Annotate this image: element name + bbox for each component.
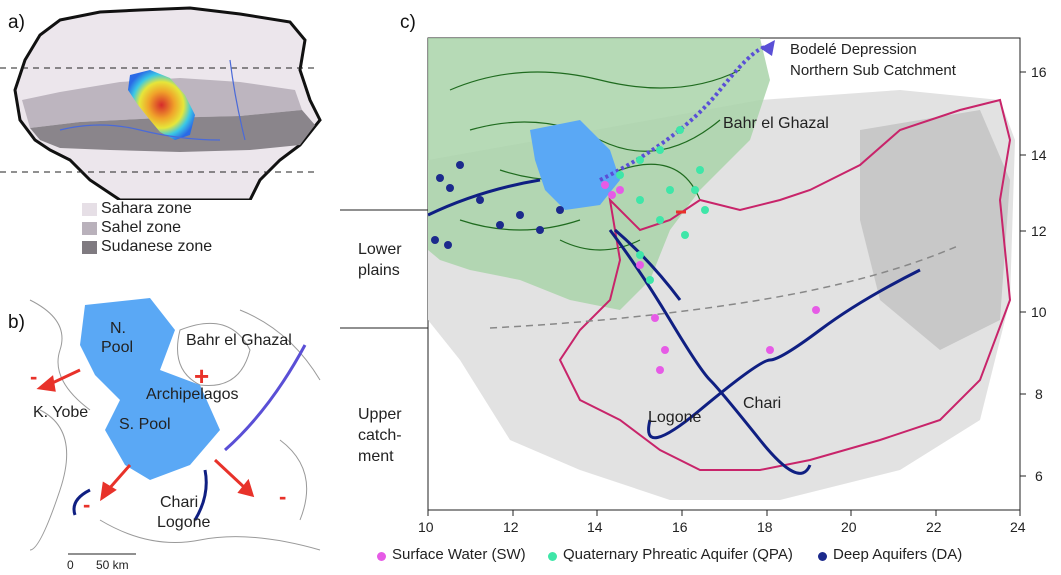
upper-catchment-label-2: catch- (358, 427, 402, 444)
panel-a-africa-map (0, 6, 322, 200)
y-tick-6: 6 (1035, 468, 1043, 484)
sample-point (691, 186, 699, 194)
sample-point (636, 261, 644, 269)
sample-point (476, 196, 484, 204)
chari-label-b: Chari (160, 494, 199, 511)
minus-sign-b1: - (30, 364, 38, 389)
legend-da-dot (818, 552, 827, 561)
sahara-swatch (82, 203, 97, 216)
legend-sw-label: Surface Water (SW) (392, 546, 526, 563)
sample-point (656, 216, 664, 224)
minus-sign-b3: - (279, 484, 287, 509)
legend-da-label: Deep Aquifers (DA) (833, 546, 963, 563)
sample-point (636, 196, 644, 204)
sahel-label: Sahel zone (101, 219, 182, 236)
sample-point (616, 171, 624, 179)
panel-c-letter: c) (400, 12, 416, 33)
x-tick-16: 16 (672, 519, 688, 535)
sahel-swatch (82, 222, 97, 235)
scale-km: 50 km (96, 558, 129, 572)
legend-qpa-dot (548, 552, 557, 561)
sample-point (666, 186, 674, 194)
legend-sw-dot (377, 552, 386, 561)
panel-b-lake-map (29, 298, 321, 551)
sample-point (636, 156, 644, 164)
sample-point (766, 346, 774, 354)
sample-point (661, 346, 669, 354)
upper-catchment-label-1: Upper (358, 406, 402, 423)
bahr-label-c: Bahr el Ghazal (723, 115, 829, 132)
scale-bar (68, 553, 136, 555)
sample-point (701, 206, 709, 214)
logone-label-b: Logone (157, 514, 211, 531)
sample-point (446, 184, 454, 192)
sample-point (496, 221, 504, 229)
x-tick-18: 18 (757, 519, 773, 535)
sample-point (516, 211, 524, 219)
sudanese-label: Sudanese zone (101, 238, 213, 255)
sample-points-layer (431, 126, 820, 374)
y-tick-12: 12 (1031, 223, 1047, 239)
y-tick-16: 16 (1031, 64, 1047, 80)
sample-point (616, 186, 624, 194)
sample-point (456, 161, 464, 169)
panel-c-basin-map (427, 37, 1026, 516)
legend-qpa-label: Quaternary Phreatic Aquifer (QPA) (563, 546, 793, 563)
logone-label-c: Logone (648, 409, 702, 426)
zone-divider-lines (340, 209, 428, 329)
lower-plains-label-2: plains (358, 262, 400, 279)
lower-plains-label-1: Lower (358, 241, 402, 258)
sample-point (696, 166, 704, 174)
bodele-label-2: Northern Sub Catchment (790, 62, 956, 79)
sample-point (608, 191, 616, 199)
sample-point (536, 226, 544, 234)
x-tick-24: 24 (1010, 519, 1026, 535)
x-tick-14: 14 (587, 519, 603, 535)
sample-point (676, 126, 684, 134)
scale-zero: 0 (67, 558, 74, 572)
sample-point (651, 314, 659, 322)
sample-point (601, 181, 609, 189)
spool-label: S. Pool (119, 416, 171, 433)
kyobe-label: K. Yobe (33, 404, 89, 421)
sample-point (444, 241, 452, 249)
npool-label-2: Pool (101, 339, 134, 356)
sample-point (436, 174, 444, 182)
archipelagos-label: Archipelagos (146, 386, 239, 403)
sample-point (656, 366, 664, 374)
plus-sign-b: + (194, 361, 210, 391)
x-tick-10: 10 (418, 519, 434, 535)
upper-catchment-label-3: ment (358, 448, 394, 465)
chari-label-c: Chari (743, 395, 782, 412)
y-tick-14: 14 (1031, 147, 1047, 163)
panel-b-letter: b) (8, 312, 25, 333)
x-tick-12: 12 (503, 519, 519, 535)
minus-sign-b2: - (83, 492, 91, 517)
x-tick-22: 22 (926, 519, 942, 535)
sample-point (681, 231, 689, 239)
sample-point (431, 236, 439, 244)
y-tick-8: 8 (1035, 386, 1043, 402)
bahr-label-b: Bahr el Ghazal (186, 332, 292, 349)
sudanese-swatch (82, 241, 97, 254)
x-tick-20: 20 (841, 519, 857, 535)
npool-label-1: N. (110, 320, 126, 337)
sample-point (812, 306, 820, 314)
sample-point (556, 206, 564, 214)
bodele-label-1: Bodelé Depression (790, 41, 917, 58)
sample-point (646, 276, 654, 284)
sahara-label: Sahara zone (101, 200, 192, 217)
sample-point (656, 146, 664, 154)
sample-point (636, 251, 644, 259)
panel-a-letter: a) (8, 12, 25, 33)
y-tick-10: 10 (1031, 304, 1047, 320)
